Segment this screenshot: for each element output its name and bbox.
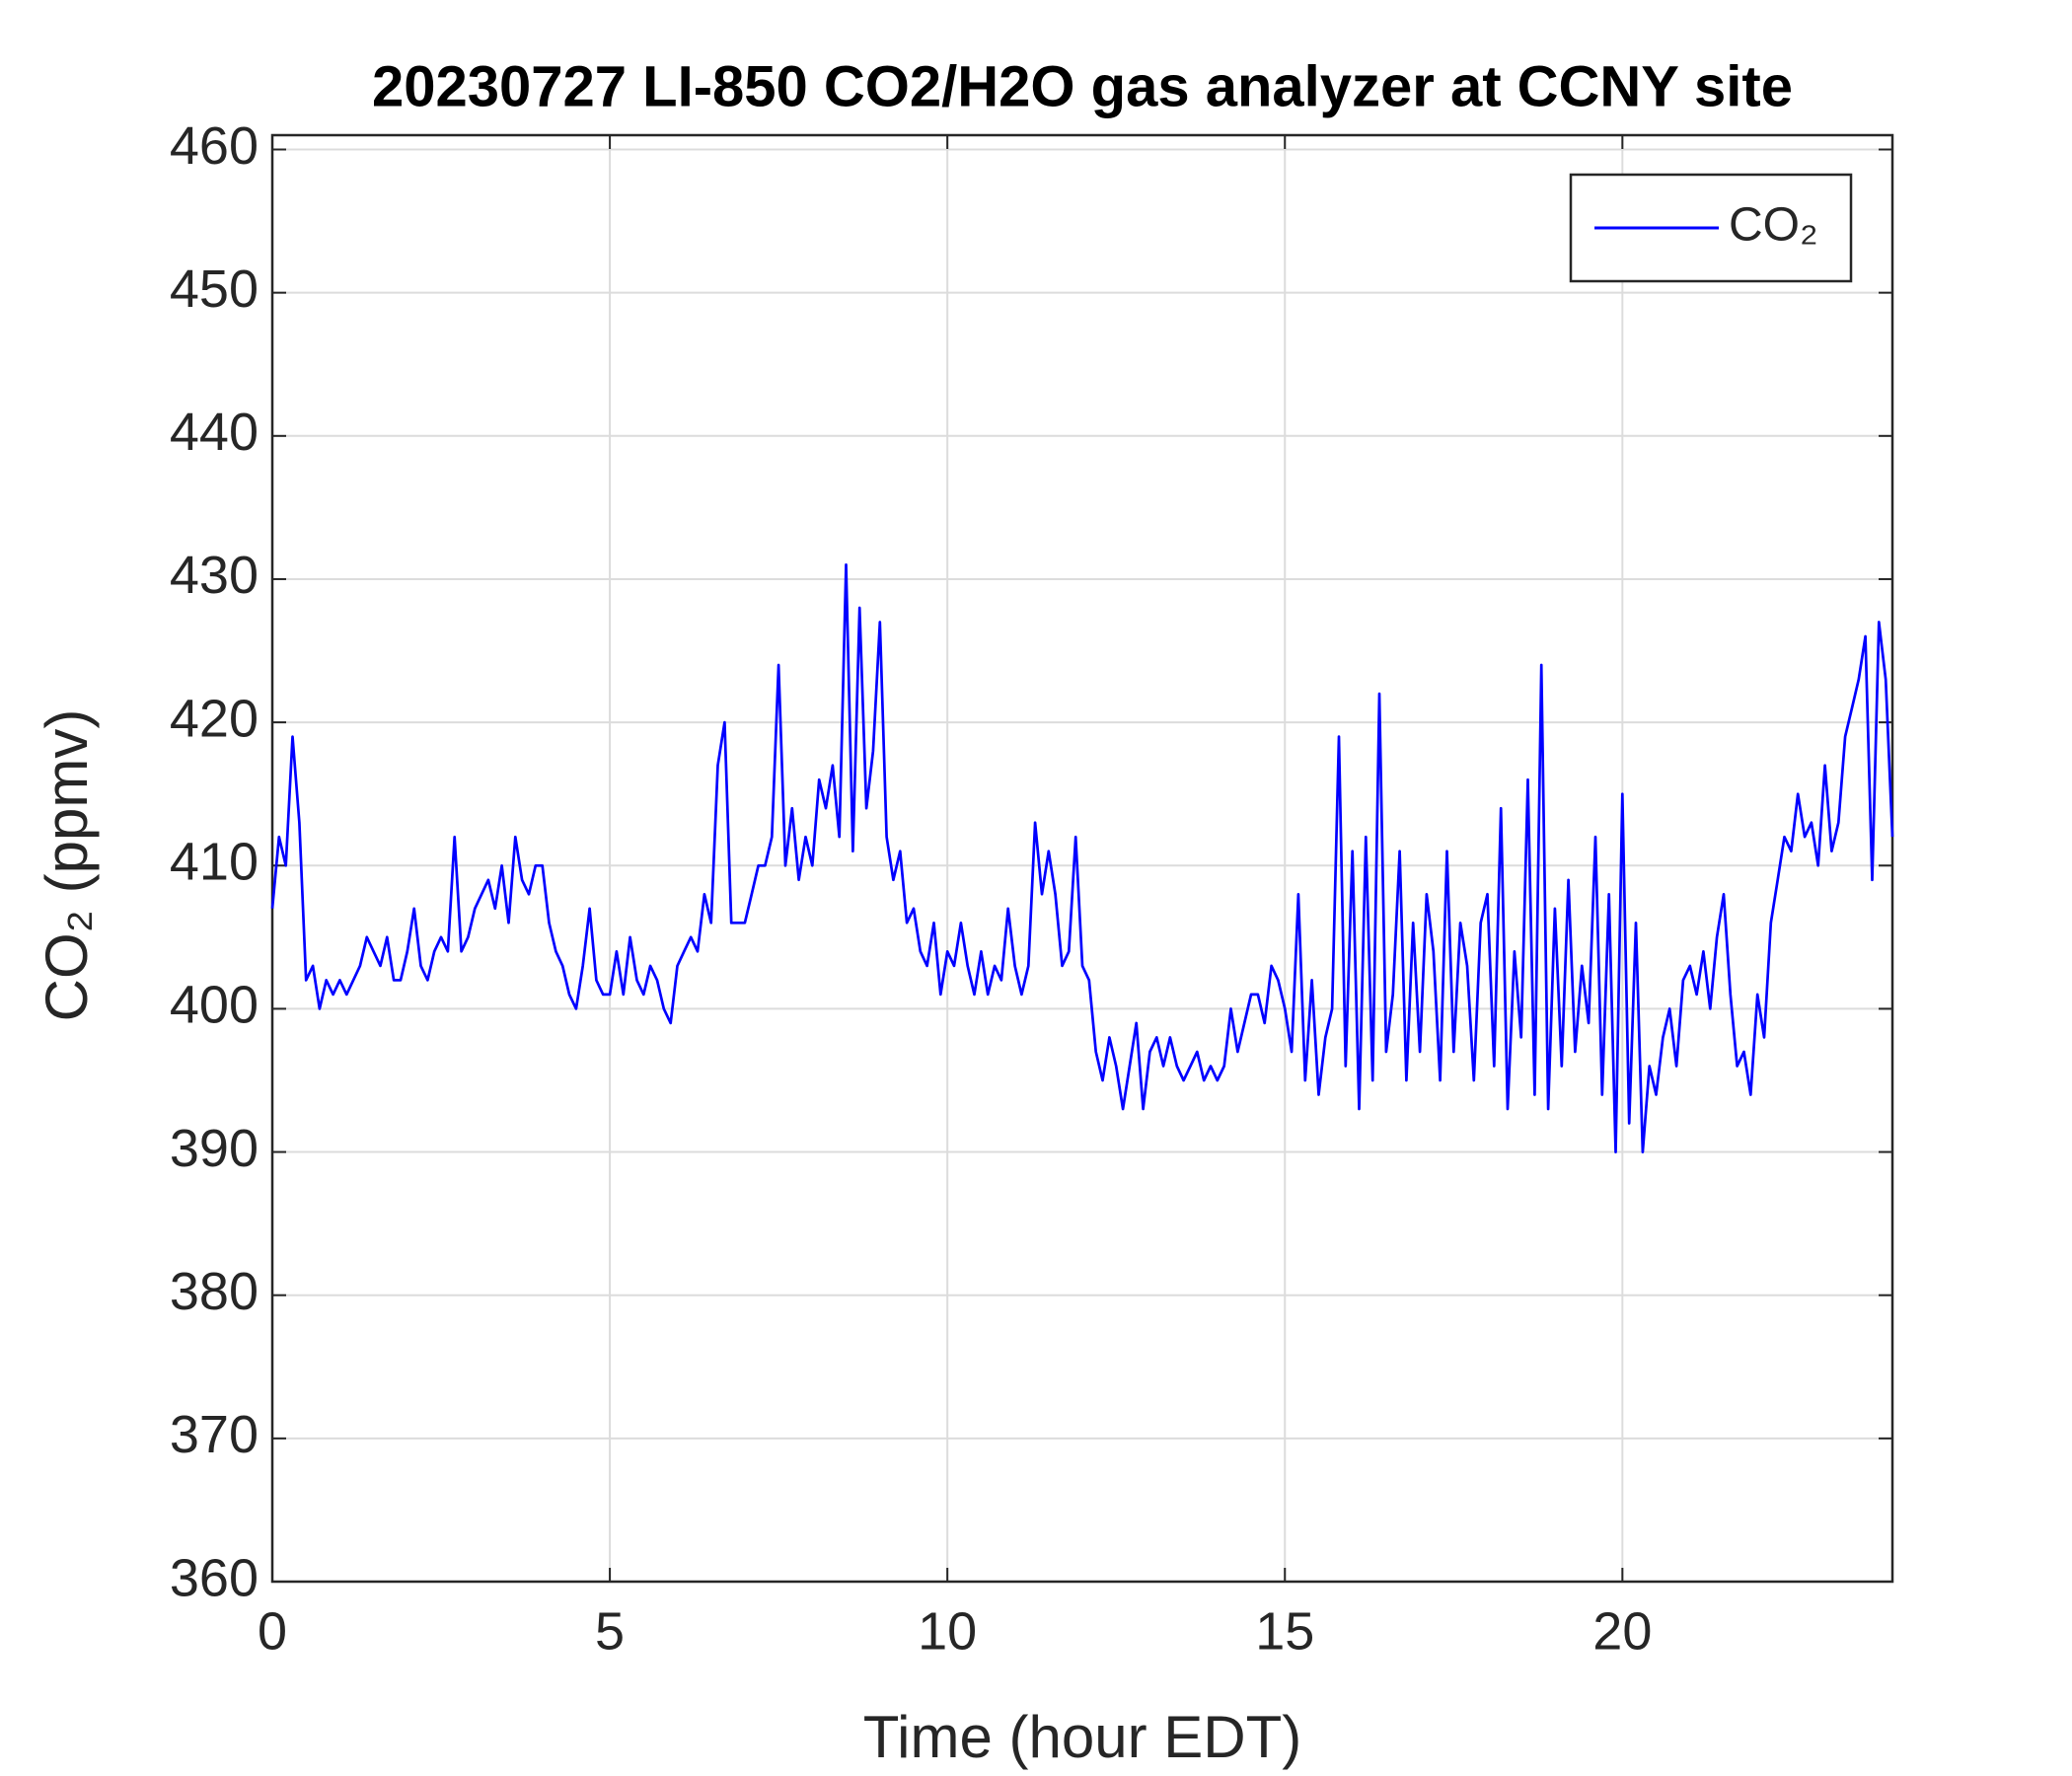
y-tick-label: 450 bbox=[170, 259, 259, 319]
y-tick-label: 460 bbox=[170, 116, 259, 176]
y-tick-label: 390 bbox=[170, 1119, 259, 1178]
x-axis-label: Time (hour EDT) bbox=[863, 1704, 1302, 1770]
x-tick-label: 5 bbox=[595, 1601, 625, 1661]
data-line bbox=[270, 563, 1894, 1153]
chart-title: 20230727 LI-850 CO2/H2O gas analyzer at … bbox=[372, 54, 1793, 118]
x-tick-label: 0 bbox=[258, 1601, 287, 1661]
plot-frame bbox=[270, 133, 1894, 1584]
x-tick-label: 20 bbox=[1592, 1601, 1652, 1661]
x-tick-label: 15 bbox=[1255, 1601, 1314, 1661]
y-tick-label: 370 bbox=[170, 1405, 259, 1464]
legend-label: CO₂ bbox=[1729, 199, 1818, 252]
x-tick-label: 10 bbox=[918, 1601, 977, 1661]
y-tick-label: 440 bbox=[170, 403, 259, 462]
y-tick-label: 410 bbox=[170, 833, 259, 892]
y-axis-label: CO₂ (ppmv) bbox=[34, 709, 100, 1022]
y-tick-label: 360 bbox=[170, 1548, 259, 1607]
y-tick-label: 380 bbox=[170, 1262, 259, 1321]
y-tick-label: 430 bbox=[170, 546, 259, 605]
y-tick-label: 400 bbox=[170, 976, 259, 1035]
y-tick-label: 420 bbox=[170, 689, 259, 748]
